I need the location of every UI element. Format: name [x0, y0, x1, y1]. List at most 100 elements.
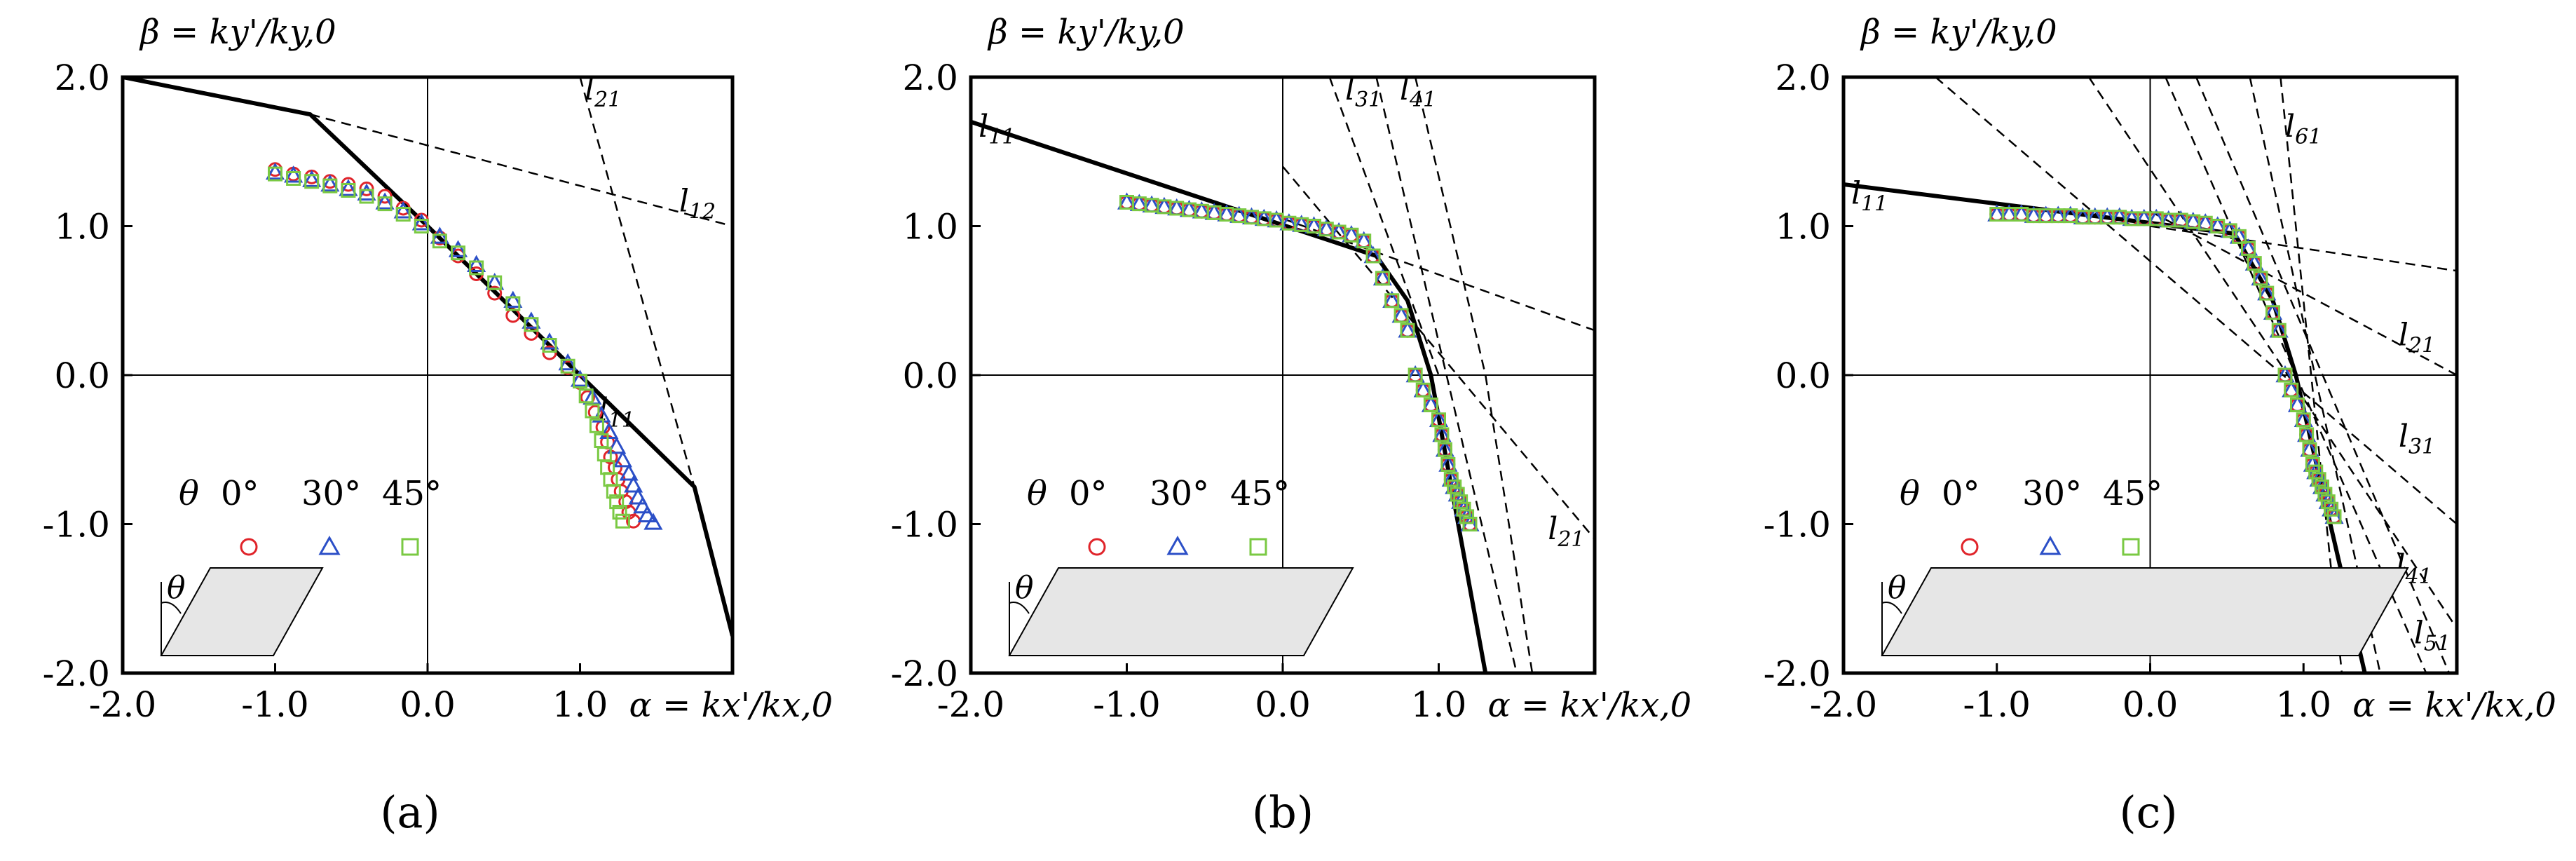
y-tick-label: -2.0	[43, 653, 110, 694]
marker-square	[2308, 464, 2324, 480]
y-tick-label: -2.0	[891, 653, 958, 694]
marker-square	[268, 166, 282, 182]
line-label-sub: 11	[608, 408, 635, 433]
marker-triangle	[607, 436, 627, 454]
marker-square	[2317, 487, 2333, 502]
legend-label: 45°	[1230, 474, 1290, 513]
line-label-sub: 12	[689, 199, 716, 224]
line-label-main: l	[2399, 419, 2408, 454]
legend-symbol: θ	[1027, 474, 1047, 513]
line-label: l31	[2399, 419, 2435, 459]
y-tick-label: 2.0	[902, 57, 958, 98]
line-label-sub: 11	[988, 125, 1015, 149]
line-d6	[2279, 77, 2343, 673]
line-label: l41	[1400, 72, 1436, 112]
line-label-main: l	[1851, 176, 1861, 212]
legend-label: 30°	[2022, 474, 2082, 513]
line-label-sub: 51	[2424, 632, 2451, 656]
marker-square	[2259, 285, 2275, 301]
marker-square	[487, 275, 503, 290]
line-d3	[2165, 77, 2427, 673]
line-label: l21	[585, 72, 621, 112]
marker-triangle	[284, 165, 304, 183]
marker-square	[606, 484, 621, 499]
legend-marker-circle	[1961, 538, 1979, 556]
marker-square	[2241, 240, 2256, 256]
marker-triangle	[633, 496, 653, 514]
marker-square	[1450, 487, 1465, 502]
y-axis-label: β = ky'/ky,0	[139, 13, 336, 52]
marker-triangle	[628, 487, 648, 505]
x-axis-label: α = kx'/kx,0	[2352, 686, 2556, 725]
marker-square	[573, 374, 587, 388]
legend-label: 45°	[382, 474, 442, 513]
line-label-main: l	[1400, 72, 1410, 107]
line-label: l51	[2414, 616, 2451, 656]
marker-square	[2277, 367, 2293, 383]
marker-square	[542, 338, 557, 353]
panel-b: -2.0-2.0 -1.0 -1.0 0.0 0.0 1.0 1.0 2.0 β = ky'/k…	[891, 13, 1692, 838]
marker-square	[1453, 494, 1468, 510]
line-label-main: l	[979, 109, 988, 144]
marker-triangle	[619, 463, 639, 481]
y-tick-label: 1.0	[1775, 207, 1831, 248]
marker-triangle	[558, 353, 578, 371]
panel-caption: (c)	[2119, 787, 2177, 838]
marker-triangle	[540, 332, 559, 350]
line-d7	[2149, 210, 2457, 377]
line-label-main: l	[679, 183, 689, 219]
sketch-angle-arc	[1881, 602, 1902, 614]
specimen-sketch	[1881, 567, 2409, 656]
legend-label: 0°	[1942, 474, 1980, 513]
marker-square	[377, 196, 393, 212]
marker-square	[1447, 479, 1462, 494]
panel-caption: (a)	[380, 787, 439, 838]
line-label-main: l	[2285, 109, 2295, 144]
marker-square	[451, 245, 465, 261]
line-label-sub: 61	[2295, 125, 2322, 149]
line-d8	[2150, 225, 2457, 272]
marker-triangle	[448, 240, 468, 257]
line-label-sub: 21	[1557, 527, 1584, 552]
legend-marker-square	[401, 538, 419, 556]
marker-square	[1434, 427, 1450, 442]
y-tick-label: -1.0	[891, 505, 958, 545]
marker-square	[469, 260, 484, 276]
marker-square	[2271, 323, 2287, 338]
marker-square	[2315, 479, 2329, 494]
x-axis-label: α = kx'/kx,0	[1488, 686, 1692, 725]
panel-c: -2.0-2.0 -1.0 -1.0 0.0 0.0 1.0 1.0 2.0 β = ky'/k…	[1764, 13, 2556, 838]
marker-square	[2290, 398, 2305, 412]
panel-caption: (b)	[1252, 787, 1314, 838]
legend-label: 0°	[221, 474, 259, 513]
marker-square	[609, 494, 625, 510]
marker-square	[1408, 367, 1423, 383]
marker-square	[304, 174, 320, 189]
marker-triangle	[599, 421, 619, 440]
line-label-sub: 11	[1861, 192, 1888, 217]
marker-square	[505, 296, 521, 311]
marker-triangle	[430, 226, 449, 244]
y-tick-label: 2.0	[54, 57, 110, 98]
legend-label: 45°	[2103, 474, 2162, 513]
specimen-sketch	[160, 567, 324, 656]
legend-symbol: θ	[179, 474, 199, 513]
marker-square	[1393, 308, 1409, 323]
marker-square	[1443, 472, 1459, 487]
legend-marker-triangle	[2039, 535, 2062, 555]
marker-square	[2247, 256, 2262, 271]
line-label-main: l	[1345, 72, 1355, 107]
marker-square	[560, 358, 575, 374]
marker-triangle	[643, 513, 663, 530]
marker-square	[2326, 509, 2342, 524]
y-tick-label: 1.0	[902, 207, 958, 248]
legend-marker-circle	[240, 538, 258, 556]
y-tick-label: -1.0	[43, 505, 110, 545]
marker-circle	[608, 460, 623, 475]
x-tick-label: -1.0	[1963, 684, 2031, 725]
legend-marker-square	[2122, 538, 2140, 556]
marker-triangle	[503, 290, 523, 309]
line-d2	[2087, 77, 2457, 629]
line-label-main: l	[2414, 616, 2424, 651]
